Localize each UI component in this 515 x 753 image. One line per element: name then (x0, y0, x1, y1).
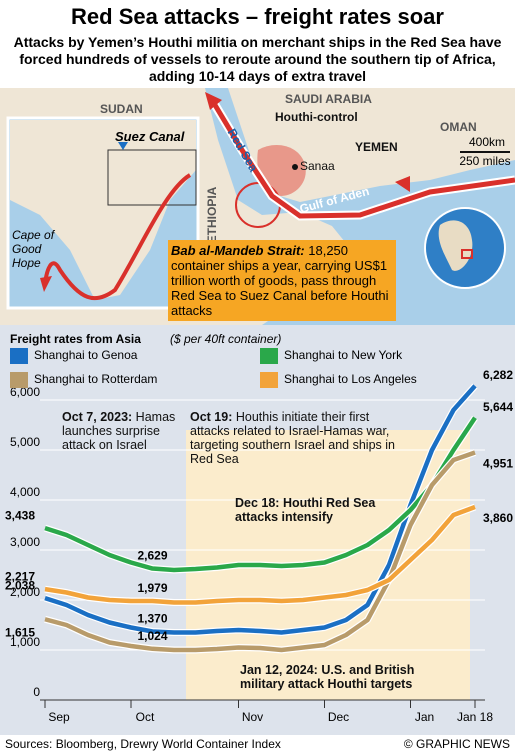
map-label: Sanaa (300, 159, 335, 173)
y-tick-label: 4,000 (10, 485, 40, 499)
line (44, 504, 476, 605)
value-label: 2,038 (5, 578, 35, 592)
legend-swatch (10, 348, 28, 364)
annotation-text: Houthi Red Sea attacks intensify (235, 496, 376, 524)
value-label: 6,282 (483, 368, 513, 382)
legend-swatch (260, 348, 278, 364)
annotation: Dec 18: Houthi Red Sea attacks intensify (235, 496, 395, 524)
globe-marker (461, 249, 473, 259)
line (44, 384, 477, 635)
inset-route (43, 173, 192, 301)
value-label: 2,217 (5, 569, 35, 583)
legend-label: Shanghai to New York (284, 348, 403, 362)
annotation: Jan 12, 2024: U.S. and British military … (240, 663, 440, 691)
houthi-area (257, 145, 306, 196)
route-arrow (40, 276, 52, 292)
line (44, 416, 477, 573)
route-arrow (395, 176, 410, 192)
y-tick-label: 6,000 (10, 385, 40, 399)
value-label: 1,370 (137, 612, 167, 626)
annotation-title: Jan 12, 2024: (240, 663, 318, 677)
legend-swatch (10, 372, 28, 388)
x-tick-label: Nov (242, 710, 263, 724)
annotation: Oct 7, 2023: Hamas launches surprise att… (62, 410, 182, 452)
inset-africa (10, 120, 196, 300)
annotation: Oct 19: Houthis initiate their first att… (190, 410, 395, 466)
y-tick-label: 2,000 (10, 585, 40, 599)
value-label: 3,438 (5, 508, 35, 522)
legend-label: Shanghai to Rotterdam (34, 372, 157, 386)
value-label: 1,615 (5, 625, 35, 639)
map-label: OMAN (440, 120, 477, 134)
x-tick-label: Sep (48, 710, 70, 724)
map-label: SUDAN (100, 102, 143, 116)
title: Red Sea attacks – freight rates soar (71, 4, 444, 29)
scale-label: 400km (469, 135, 505, 149)
subtitle: Attacks by Yemen’s Houthi militia on mer… (13, 34, 502, 84)
chart-subtitle: ($ per 40ft container) (170, 332, 281, 346)
y-tick-label: 3,000 (10, 535, 40, 549)
map-label: Houthi-control (275, 110, 358, 124)
line (44, 450, 476, 653)
annotation-title: Oct 19: (190, 410, 233, 424)
value-label: 5,644 (483, 400, 513, 414)
strait-box: Bab al-Mandeb Strait: 18,250 container s… (168, 240, 396, 321)
value-label: 1,979 (137, 581, 167, 595)
strait-text: 18,250 container ships a year, carrying … (171, 243, 389, 318)
x-tick-label: Oct (136, 710, 155, 724)
value-label: 4,951 (483, 457, 513, 471)
y-tick-label: 5,000 (10, 435, 40, 449)
annotation-title: Oct 7, 2023: (62, 410, 133, 424)
inset-frame (107, 149, 197, 206)
map-label: SAUDI ARABIA (285, 92, 372, 106)
scale-label: 250 miles (459, 154, 510, 168)
map-label: Suez Canal (115, 129, 185, 144)
legend-label: Shanghai to Los Angeles (284, 372, 417, 386)
route-arrow (205, 92, 222, 110)
annotation-title: Dec 18: (235, 496, 280, 510)
suez-marker (118, 142, 128, 150)
value-label: 2,629 (137, 549, 167, 563)
strait-title: Bab al-Mandeb Strait: (171, 243, 305, 258)
annotation-text: Houthis initiate their first attacks rel… (190, 410, 395, 466)
annotation-text: U.S. and British military attack Houthi … (240, 663, 415, 691)
value-label: 3,860 (483, 511, 513, 525)
sanaa-dot (292, 164, 298, 170)
credit: © GRAPHIC NEWS (404, 737, 510, 751)
x-tick-label: Jan 18 (457, 710, 493, 724)
map-label: ETHIOPIA (205, 186, 219, 243)
x-tick-label: Dec (328, 710, 349, 724)
annotation-text: Hamas launches surprise attack on Israel (62, 410, 176, 452)
sources: Sources: Bloomberg, Drewry World Contain… (5, 737, 281, 751)
chart-title: Freight rates from Asia (10, 332, 141, 346)
y-tick-label: 0 (33, 685, 40, 699)
legend-swatch (260, 372, 278, 388)
legend-label: Shanghai to Genoa (34, 348, 138, 362)
x-tick-label: Jan (415, 710, 434, 724)
y-tick-label: 1,000 (10, 635, 40, 649)
route (209, 98, 515, 219)
value-label: 1,024 (137, 629, 167, 643)
map-label: Cape of Good Hope (12, 228, 55, 270)
map-label: YEMEN (355, 140, 398, 154)
